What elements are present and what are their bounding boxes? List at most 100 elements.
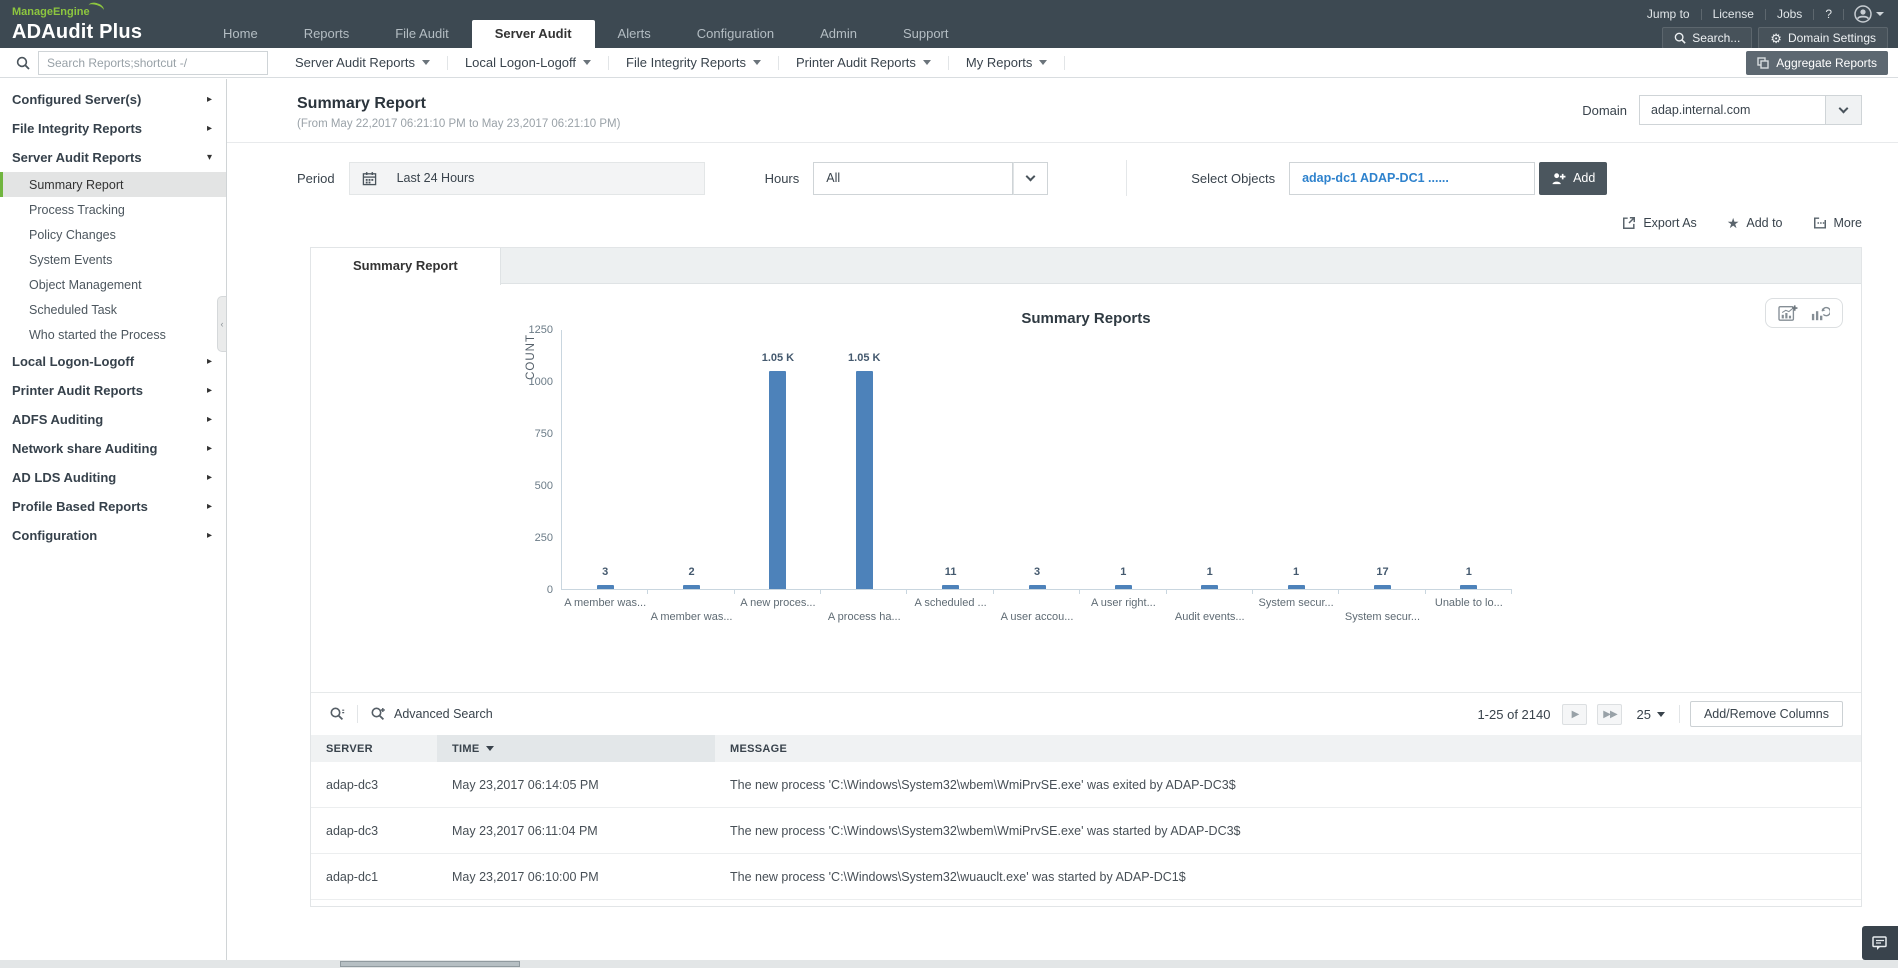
column-header-message[interactable]: MESSAGE (715, 735, 1861, 762)
chart-bar[interactable] (1201, 585, 1218, 589)
sidebar-item[interactable]: Configured Server(s) ▸ (0, 85, 226, 114)
x-category-label: Unable to lo... (1435, 597, 1503, 609)
x-category-label: System secur... (1345, 611, 1420, 623)
nav-tab[interactable]: Home (200, 20, 281, 48)
chart-bar[interactable] (942, 585, 959, 589)
sidebar-item[interactable]: ADFS Auditing ▸ (0, 405, 226, 434)
x-category-label: A member was... (651, 611, 733, 623)
chart-bar[interactable] (1029, 585, 1046, 589)
period-input[interactable]: Last 24 Hours (349, 162, 705, 195)
chevron-down-icon (583, 60, 591, 65)
nav-tab[interactable]: Reports (281, 20, 373, 48)
sidebar-item[interactable]: Who started the Process (0, 322, 226, 347)
hours-select[interactable]: All (813, 162, 1048, 195)
sidebar-item[interactable]: Server Audit Reports ▾ (0, 143, 226, 172)
cell-time: May 23,2017 06:14:05 PM (437, 762, 715, 807)
bar-value-label: 1 (1207, 566, 1213, 578)
chart-bar[interactable] (1288, 585, 1305, 589)
nav-tab[interactable]: Admin (797, 20, 880, 48)
user-menu[interactable] (1844, 5, 1888, 23)
sidebar-item[interactable]: Configuration ▸ (0, 521, 226, 550)
quick-link[interactable]: ? (1814, 7, 1843, 21)
next-page-button[interactable]: ▶ (1562, 704, 1587, 725)
sidebar-item[interactable]: Network share Auditing ▸ (0, 434, 226, 463)
sidebar-item[interactable]: Profile Based Reports ▸ (0, 492, 226, 521)
report-menu[interactable]: Printer Audit Reports (779, 55, 948, 70)
advanced-search-button[interactable]: Advanced Search (370, 706, 493, 722)
quick-links: Jump to License Jobs ? (1636, 4, 1888, 24)
chart-bar[interactable] (769, 371, 786, 589)
sidebar-collapse-handle[interactable]: ‹ (217, 296, 226, 352)
nav-tab[interactable]: File Audit (372, 20, 471, 48)
report-menu[interactable]: My Reports (949, 55, 1064, 70)
nav-tab[interactable]: Configuration (674, 20, 797, 48)
chart-refresh-icon[interactable] (1810, 304, 1830, 322)
chevron-down-icon (1826, 95, 1862, 125)
add-to-button[interactable]: ★ Add to (1727, 216, 1783, 230)
more-icon (1813, 216, 1827, 230)
report-search-input[interactable] (38, 51, 268, 75)
y-axis-ticks: 025050075010001250 (513, 330, 557, 590)
scrollbar-thumb[interactable] (340, 961, 520, 967)
sidebar-item[interactable]: System Events (0, 247, 226, 272)
x-axis-tick (820, 589, 821, 594)
bar-value-label: 1.05 K (762, 352, 794, 364)
nav-tab[interactable]: Alerts (595, 20, 674, 48)
nav-tab[interactable]: Server Audit (472, 20, 595, 48)
header-search-button[interactable]: Search... (1662, 27, 1752, 49)
chevron-down-icon (923, 60, 931, 65)
sidebar-item[interactable]: Local Logon-Logoff ▸ (0, 347, 226, 376)
sidebar-item[interactable]: Scheduled Task (0, 297, 226, 322)
quick-link[interactable]: License (1702, 7, 1765, 21)
report-actions: Export As ★ Add to More (297, 212, 1862, 234)
tab-summary-report[interactable]: Summary Report (311, 248, 501, 285)
header-buttons: Search... ⚙ Domain Settings (1662, 27, 1888, 49)
main-content: Summary Report (From May 22,2017 06:21:1… (227, 79, 1898, 960)
chart-bar[interactable] (1115, 585, 1132, 589)
sidebar-item[interactable]: Summary Report (0, 172, 226, 197)
x-category-label: System secur... (1258, 597, 1333, 609)
sidebar-item[interactable]: AD LDS Auditing ▸ (0, 463, 226, 492)
horizontal-scrollbar[interactable] (0, 960, 1898, 968)
chart-type-add-icon[interactable] (1778, 304, 1798, 322)
column-header-server[interactable]: SERVER (311, 735, 437, 762)
column-header-time[interactable]: TIME (437, 735, 715, 762)
chart-bar[interactable] (597, 585, 614, 589)
domain-selector: Domain adap.internal.com (1582, 95, 1862, 125)
bar-value-label: 2 (688, 566, 694, 578)
column-search-icon[interactable] (329, 706, 345, 722)
chat-feedback-button[interactable] (1862, 926, 1898, 960)
last-page-button[interactable]: ▶▶ (1597, 704, 1622, 725)
select-objects-field[interactable]: adap-dc1 ADAP-DC1 ...... (1289, 162, 1535, 195)
quick-link[interactable]: Jump to (1636, 7, 1701, 21)
quick-link[interactable]: Jobs (1766, 7, 1813, 21)
chat-bubble-icon (1872, 936, 1888, 951)
sidebar-item[interactable]: Policy Changes (0, 222, 226, 247)
domain-select[interactable]: adap.internal.com (1639, 95, 1862, 125)
sidebar-item[interactable]: Printer Audit Reports ▸ (0, 376, 226, 405)
add-remove-columns-button[interactable]: Add/Remove Columns (1690, 701, 1843, 727)
chart-bar[interactable] (1374, 585, 1391, 589)
export-as-button[interactable]: Export As (1622, 216, 1697, 230)
add-objects-button[interactable]: Add (1539, 162, 1607, 195)
more-button[interactable]: More (1813, 216, 1862, 230)
chart-bar[interactable] (1460, 585, 1477, 589)
report-menu[interactable]: Server Audit Reports (278, 55, 447, 70)
sidebar-item[interactable]: File Integrity Reports ▸ (0, 114, 226, 143)
x-category-label: Audit events... (1175, 611, 1245, 623)
domain-settings-button[interactable]: ⚙ Domain Settings (1758, 27, 1888, 49)
y-tick-label: 1250 (529, 324, 553, 336)
chart-bar[interactable] (683, 585, 700, 589)
sidebar-item[interactable]: Process Tracking (0, 197, 226, 222)
nav-tab[interactable]: Support (880, 20, 972, 48)
sidebar-item[interactable]: Object Management (0, 272, 226, 297)
report-menu[interactable]: Local Logon-Logoff (448, 55, 608, 70)
report-menu[interactable]: File Integrity Reports (609, 55, 778, 70)
y-tick-label: 500 (535, 480, 553, 492)
period-label: Period (297, 171, 335, 186)
selected-objects-link[interactable]: adap-dc1 ADAP-DC1 ...... (1302, 171, 1449, 185)
aggregate-reports-button[interactable]: Aggregate Reports (1746, 51, 1888, 75)
x-category-label: A scheduled ... (915, 597, 987, 609)
chart-bar[interactable] (856, 371, 873, 589)
page-size-select[interactable]: 25 (1636, 707, 1664, 722)
